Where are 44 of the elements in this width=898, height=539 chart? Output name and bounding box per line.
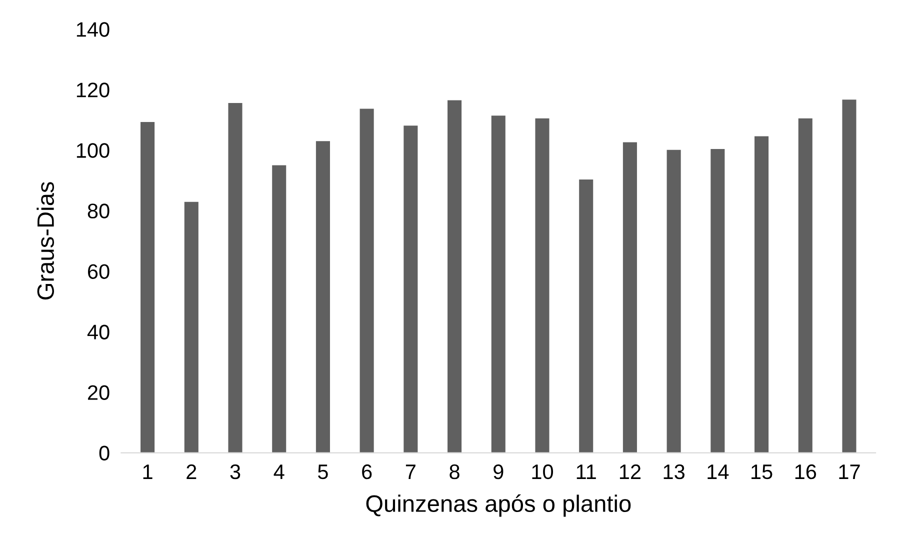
bar xyxy=(448,100,462,453)
y-tick-label: 120 xyxy=(76,82,110,98)
x-tick-label: 10 xyxy=(532,464,554,480)
y-tick-label: 80 xyxy=(88,204,110,218)
y-tick-label: 60 xyxy=(88,264,110,279)
x-tick-label: 4 xyxy=(274,464,284,479)
x-tick-label: 9 xyxy=(494,464,504,480)
bar xyxy=(272,165,286,453)
bar xyxy=(710,148,725,453)
bar xyxy=(228,102,242,453)
bar xyxy=(360,108,374,453)
y-tick-label: 20 xyxy=(88,385,110,400)
bar xyxy=(622,142,637,453)
x-tick-label: 2 xyxy=(186,464,196,479)
bar xyxy=(798,118,812,453)
bar xyxy=(666,150,681,453)
bar xyxy=(140,122,155,453)
x-tick-label: 5 xyxy=(318,464,328,480)
y-tick-label: 0 xyxy=(99,446,110,461)
x-tick-label: 6 xyxy=(362,464,372,480)
bar xyxy=(491,116,506,453)
bar xyxy=(842,100,856,453)
bar xyxy=(184,202,198,453)
x-tick-label: 17 xyxy=(839,464,860,479)
x-tick-label: 7 xyxy=(406,464,416,479)
x-tick-label: 12 xyxy=(620,464,640,479)
y-tick-label: 40 xyxy=(87,324,110,340)
x-tick-label: 8 xyxy=(450,464,460,480)
x-tick-label: 3 xyxy=(230,464,240,480)
x-tick-label: 15 xyxy=(752,464,772,480)
y-tick-label: 140 xyxy=(76,22,110,37)
x-tick-label: 11 xyxy=(576,464,596,479)
bar xyxy=(316,141,330,453)
bar xyxy=(754,136,769,453)
x-tick-label: 1 xyxy=(143,464,152,479)
bar xyxy=(404,126,418,453)
x-tick-label: 13 xyxy=(664,464,684,480)
y-tick-label: 100 xyxy=(76,143,110,158)
bar xyxy=(535,118,550,453)
x-tick-label: 14 xyxy=(708,464,729,479)
y-axis-title: Graus-Dias xyxy=(36,182,54,300)
x-tick-label: 16 xyxy=(795,464,816,480)
bar xyxy=(579,180,594,453)
x-axis-title: Quinzenas após o plantio xyxy=(366,494,631,517)
